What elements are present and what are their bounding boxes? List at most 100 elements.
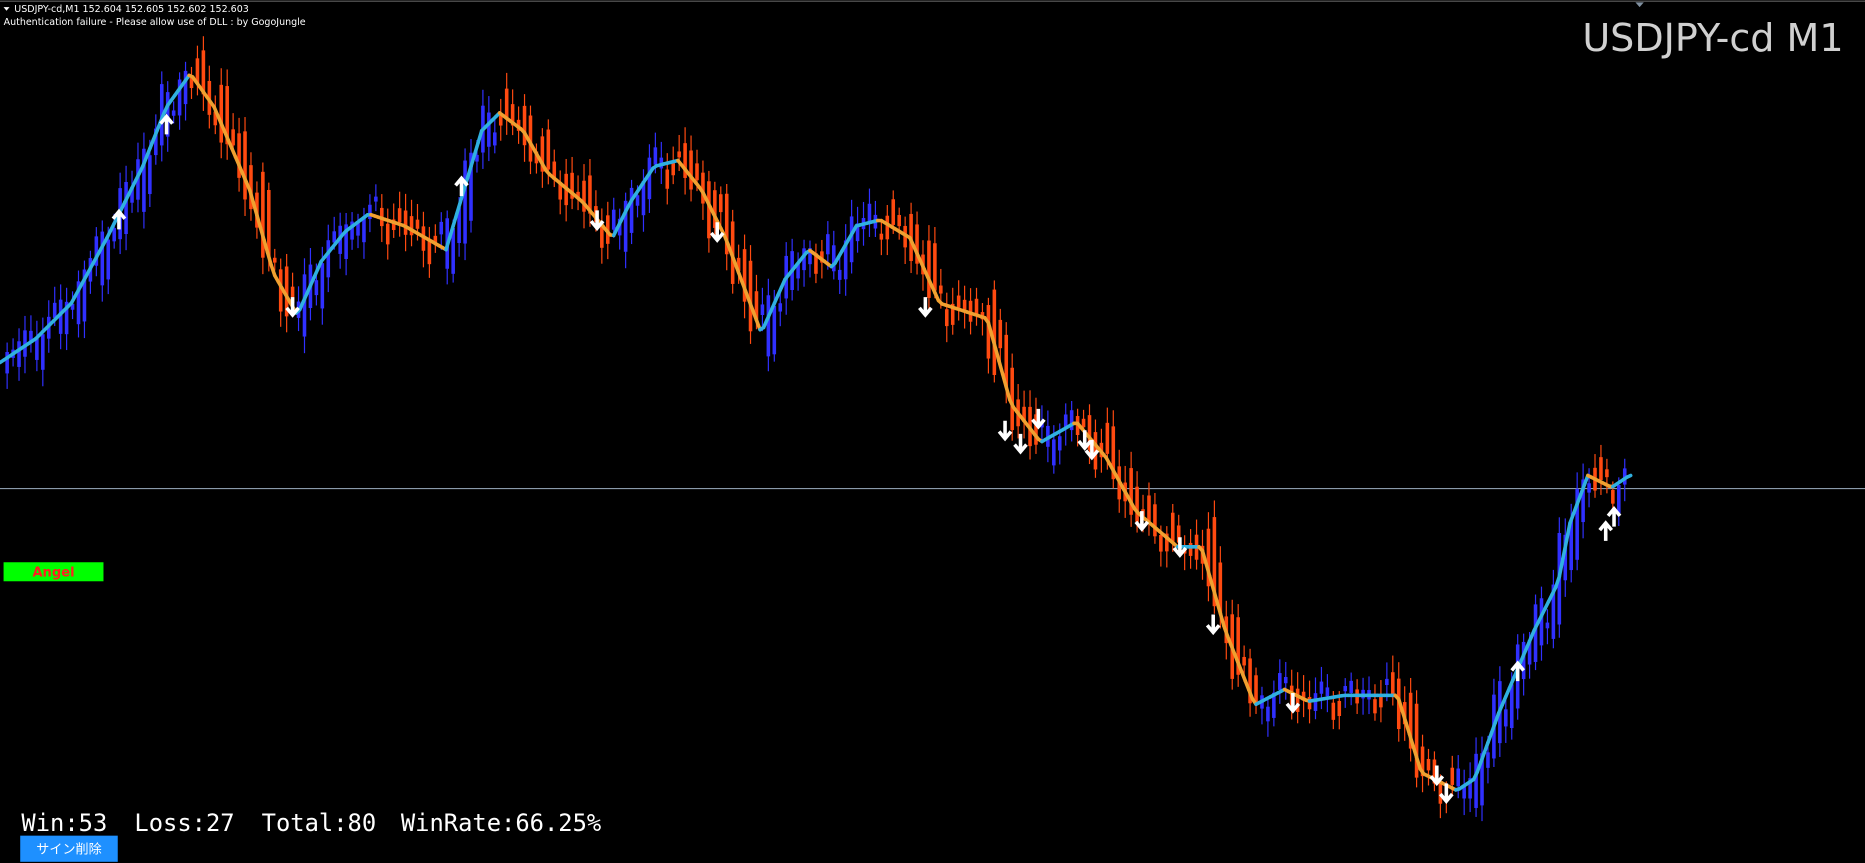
candle-body [1057, 436, 1062, 451]
candle-body [493, 132, 497, 146]
candle-body [772, 305, 777, 355]
sell-arrow [997, 420, 1013, 442]
candle-body [171, 110, 176, 116]
candle-body [1438, 782, 1443, 804]
candle-body [915, 224, 919, 264]
buy-arrow [1510, 660, 1526, 682]
candle-body [855, 223, 860, 242]
candle-body [1420, 746, 1425, 777]
candle-body [1004, 334, 1009, 387]
candle-body [302, 274, 307, 337]
angel-label[interactable]: Angel [32, 566, 74, 581]
candle-body [1414, 703, 1419, 778]
sell-arrow [1084, 439, 1100, 461]
candle-body [35, 337, 39, 360]
candle-body [1034, 414, 1038, 445]
candle-body [1486, 752, 1490, 768]
delete-signs-button[interactable] [20, 835, 118, 862]
candle-body [112, 228, 116, 242]
candle-body [719, 194, 723, 213]
candle-body [962, 299, 967, 312]
candle-body [1248, 658, 1252, 704]
candle-body [272, 257, 277, 263]
buy-arrow [111, 208, 127, 230]
ma-line [1553, 574, 1562, 590]
candle-body [427, 240, 432, 265]
candle-body [154, 128, 158, 156]
candle-body [457, 207, 461, 244]
ma-line [1396, 697, 1405, 713]
candle-body [540, 136, 545, 172]
candle-body [165, 92, 170, 137]
candle-body [766, 295, 771, 357]
candle-body [350, 221, 354, 240]
candle-body [1587, 483, 1591, 493]
candle-body [1581, 479, 1585, 523]
candle-body [1563, 534, 1568, 581]
candle-body [510, 104, 515, 126]
candle-body [320, 263, 325, 309]
candle-body [124, 181, 128, 235]
candle-body [1176, 525, 1181, 543]
sell-arrow [1172, 537, 1188, 558]
sell-arrow [1429, 765, 1445, 787]
buy-arrow [454, 175, 469, 197]
candle-body [469, 152, 473, 221]
shift-marker [1635, 2, 1644, 8]
ma-line [476, 128, 484, 145]
candle-body [992, 289, 997, 375]
ma-line [258, 225, 266, 242]
candle-body [23, 330, 27, 357]
candle-body [1462, 784, 1466, 799]
candle-body [582, 180, 586, 212]
candle-body [1605, 469, 1609, 478]
candle-body [927, 240, 931, 298]
total-count: Total:80 [262, 809, 377, 837]
candle-body [1599, 457, 1603, 481]
candle-body [826, 234, 830, 255]
candle-body [1307, 696, 1312, 710]
candle-body [362, 216, 366, 243]
candle-body [778, 303, 783, 312]
candle-body [1052, 439, 1056, 466]
candle-body [1129, 468, 1133, 515]
candle-body [1313, 693, 1318, 711]
candle-body [1325, 687, 1330, 697]
buy-arrow [1606, 505, 1622, 527]
candle-body [1456, 768, 1461, 787]
candle-body [701, 172, 705, 204]
ma-line [262, 238, 270, 255]
candle-body [1170, 512, 1175, 542]
candle-body [1111, 426, 1116, 480]
candle-body [1504, 709, 1508, 727]
candle-body [1569, 520, 1573, 571]
candle-body [885, 215, 890, 240]
angel-button[interactable] [3, 562, 104, 582]
candle-body [748, 260, 753, 332]
candle-body [950, 303, 955, 325]
candle-body [754, 291, 759, 320]
candle-body [897, 215, 901, 227]
ma-line [1222, 624, 1230, 638]
candle-body [100, 231, 105, 286]
delete-signs-label[interactable]: サイン削除 [36, 842, 101, 857]
candle-body [58, 299, 63, 334]
candle-body [433, 235, 438, 245]
candle-body [1611, 490, 1615, 504]
collapse-icon[interactable] [3, 7, 10, 11]
candle-body [249, 165, 253, 210]
sell-arrow [1077, 430, 1093, 451]
ma-line [1218, 611, 1226, 628]
win-rate: WinRate:66.25% [401, 809, 601, 837]
candle-body [1010, 367, 1014, 431]
candle-body [1373, 699, 1377, 714]
candle-body [391, 219, 396, 231]
symbol-title: USDJPY-cd M1 [1582, 16, 1843, 60]
candle-body [332, 231, 337, 243]
candle-body [267, 190, 271, 258]
candle-body [1408, 692, 1413, 749]
price-plot [0, 36, 1633, 822]
candle-body [1349, 680, 1353, 693]
candle-body [1236, 617, 1240, 675]
